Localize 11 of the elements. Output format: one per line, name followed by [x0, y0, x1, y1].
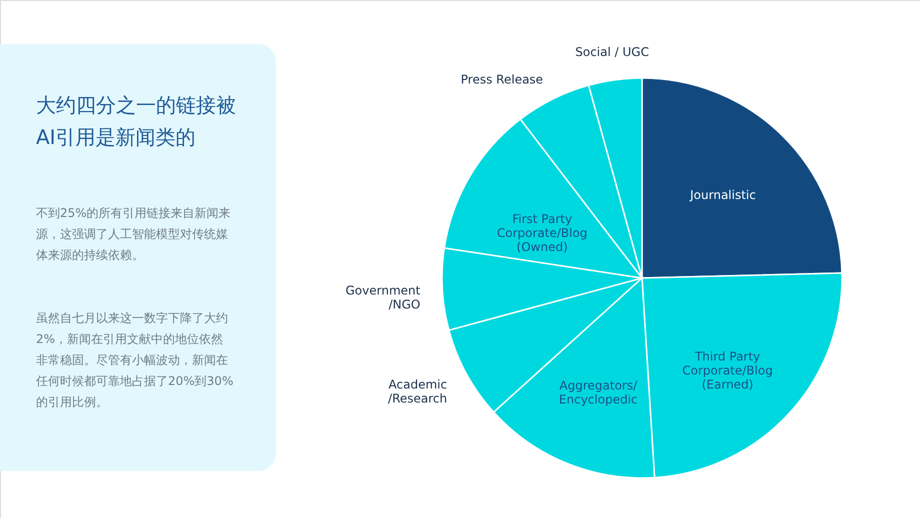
slice-label: Aggregators/ Encyclopedic — [558, 378, 638, 406]
slice-label: Journalistic — [689, 188, 756, 202]
text: 不到25%的所有引用链接来自新闻来源，这强调了人工智能模型对传统媒体来源的持续依赖。 — [36, 206, 231, 262]
slice-label: Government /NGO — [346, 284, 421, 312]
text: 虽然自七月以来这一数字下降了大约2%，新闻在引用文献中的地位依然非常稳固。尽管有小幅波动，新闻在任何时候都可靠地占据了20%到30%的引用比例。 — [35, 311, 234, 409]
slice-label: Social / UGC — [575, 45, 649, 60]
slice-label: First Party Corporate/Blog (Owned) — [496, 212, 588, 254]
text: 大约四分之一的链接被AI引用是新闻类的 — [36, 93, 236, 149]
slice-label: Third Party Corporate/Blog (Earned) — [682, 349, 773, 392]
slice-label: Press Release — [460, 72, 544, 86]
slice-label: Academic /Research — [388, 377, 448, 406]
